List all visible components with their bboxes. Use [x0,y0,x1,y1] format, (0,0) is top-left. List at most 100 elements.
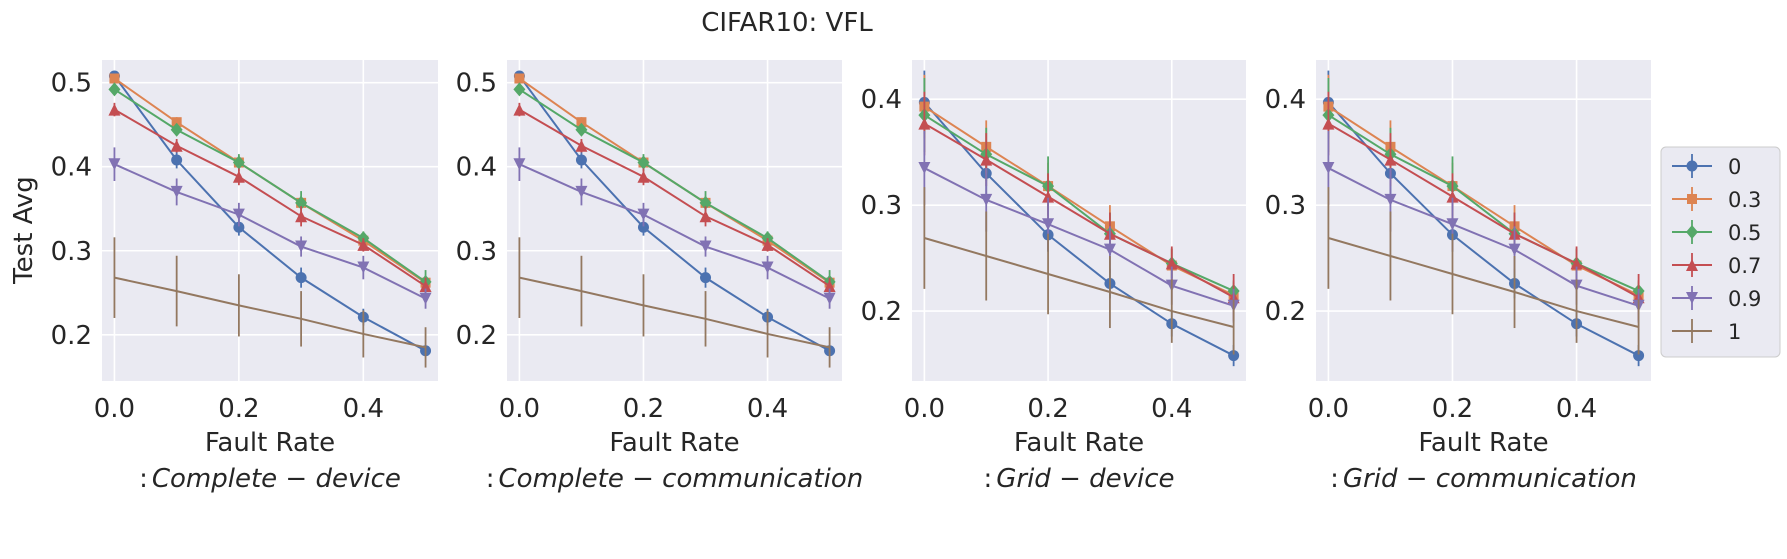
series-line [1327,122,1640,299]
data-point [171,117,182,128]
series-line [1327,167,1639,307]
caption-prefix: : [486,464,495,494]
data-point [295,240,308,253]
data-point [823,292,836,305]
data-point [823,280,836,293]
x-tick-label: 0.0 [94,394,135,424]
legend-entry: 0.5 [1672,220,1761,245]
data-point [1042,218,1055,231]
data-point [761,261,774,274]
data-point [576,117,587,128]
plot-area [1316,60,1651,381]
x-tick-label: 0.4 [343,394,384,424]
data-point [918,162,931,175]
series-0.9 [108,147,432,309]
data-point [419,280,432,293]
series-1 [1327,187,1640,355]
y-tick-label: 0.4 [1265,85,1306,115]
data-point [357,238,370,251]
y-tick-label: 0.2 [861,297,902,327]
data-point [575,185,588,198]
legend-label: 0 [1728,155,1741,179]
series-1 [923,187,1235,355]
data-point [1508,243,1521,256]
legend-entry: 0.7 [1672,253,1761,278]
legend-frame [1660,146,1781,358]
figure-title: CIFAR10: VFL [701,8,873,38]
caption-text: Grid − device [996,464,1174,494]
data-point [108,158,121,171]
data-point [232,155,245,170]
x-tick-label: 0.0 [904,394,945,424]
data-point [232,170,245,183]
series-line [1327,105,1640,297]
data-point [232,208,245,221]
x-tick-label: 0.4 [747,394,788,424]
series-line [518,88,831,283]
data-point [109,73,120,84]
y-tick-label: 0.2 [456,321,497,351]
data-point [980,153,993,166]
series-line [114,163,427,300]
series-1 [113,237,427,368]
series-line [113,108,427,287]
subplot-caption: : Grid − device [983,464,1174,494]
data-point [170,139,183,152]
data-point [170,185,183,198]
series-line [924,237,1234,328]
series-line [923,167,1234,307]
legend: 0 0.3 0.5 0.7 0.9 1 [1660,146,1781,358]
series-0.7 [108,102,432,295]
data-point [761,238,774,251]
x-tick-label: 0.0 [1308,394,1349,424]
series-line [519,276,830,349]
data-point [170,122,183,137]
data-point [1384,193,1397,206]
plot-area [912,60,1246,381]
y-tick-label: 0.5 [456,69,497,99]
legend-entry: 0.3 [1672,187,1761,212]
data-point [700,272,712,284]
legend-entry: 0.9 [1672,286,1761,311]
data-point [699,210,712,223]
legend-entry: 0 [1672,154,1741,179]
data-point [699,195,712,210]
series-line [518,163,831,300]
x-axis-label: Fault Rate [1014,428,1144,458]
data-point [637,155,650,170]
y-tick-label: 0.3 [51,237,92,267]
data-point [357,261,370,274]
data-point [575,122,588,137]
data-point [1384,153,1397,166]
data-point [1633,350,1645,362]
x-axis-label: Fault Rate [205,428,335,458]
series-line [114,276,426,349]
series-line [518,75,831,352]
data-point [108,82,121,97]
data-point [233,221,245,233]
y-tick-label: 0.4 [51,153,92,183]
caption-text: Complete − device [152,464,401,494]
legend-entry: 1 [1672,319,1741,344]
legend-label: 1 [1728,320,1741,344]
caption-prefix: : [1330,464,1339,494]
subplot-caption: : Grid − communication [1330,464,1637,494]
x-tick-label: 0.2 [1432,394,1473,424]
data-point [1103,243,1116,256]
data-point [575,154,587,166]
series-line [1327,101,1640,357]
series-line [923,105,1235,297]
legend-label: 0.3 [1728,188,1761,212]
series-0 [513,70,836,357]
y-tick-label: 0.3 [456,237,497,267]
subplot-caption: : Complete − communication [486,464,863,494]
y-tick-label: 0.3 [861,191,902,221]
data-point [513,82,526,97]
legend-label: 0.5 [1728,221,1761,245]
data-point [1446,190,1459,203]
legend-label: 0.7 [1728,254,1761,278]
